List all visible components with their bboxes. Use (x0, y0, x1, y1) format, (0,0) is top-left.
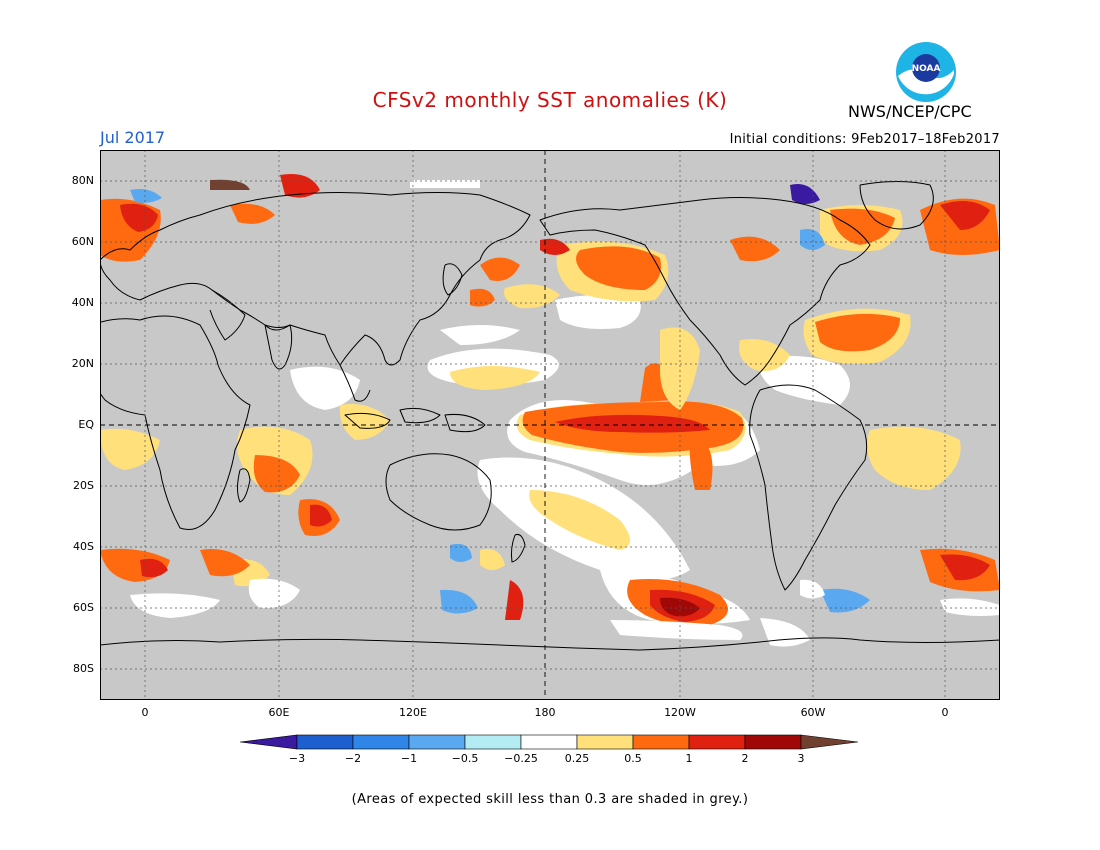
lat-label-40n: 40N (71, 296, 94, 309)
noaa-logo-text: NOAA (912, 64, 941, 74)
arctic-anomaly (100, 174, 480, 262)
colorbar-label-m3: −3 (288, 752, 306, 765)
indian-ocean-anomaly (100, 366, 390, 587)
lon-label-120w: 120W (664, 706, 696, 719)
skill-footnote: (Areas of expected skill less than 0.3 a… (351, 792, 749, 807)
colorbar-label-025: 0.25 (564, 752, 590, 765)
colorbar-label-2: 2 (741, 752, 749, 765)
lat-label-eq: EQ (78, 418, 94, 431)
lon-label-60w: 60W (800, 706, 826, 719)
north-atlantic-anomaly (730, 184, 1000, 405)
noaa-logo: NOAA (896, 42, 956, 102)
colorbar-label-m1: −1 (400, 752, 418, 765)
lon-label-120e: 120E (399, 706, 427, 719)
colorbar-label-m2: −2 (344, 752, 362, 765)
colorbar-segment (464, 734, 522, 750)
colorbar-segment (408, 734, 466, 750)
lat-label-20n: 20N (71, 357, 94, 370)
colorbar-segment (576, 734, 634, 750)
colorbar-segments (240, 734, 859, 750)
atlantic-anomaly (100, 426, 1000, 616)
lon-label-60e: 60E (268, 706, 290, 719)
sst-anomaly-map (100, 150, 1000, 700)
colorbar-segment (800, 734, 859, 750)
lat-label-20s: 20S (73, 479, 94, 492)
initial-conditions: Initial conditions: 9Feb2017–18Feb2017 (729, 132, 1000, 147)
colorbar-segment (744, 734, 802, 750)
forecast-month: Jul 2017 (100, 128, 166, 147)
map-title: CFSv2 monthly SST anomalies (K) (372, 88, 728, 112)
lat-label-60n: 60N (71, 235, 94, 248)
agency-label: NWS/NCEP/CPC (848, 102, 972, 121)
colorbar-segment (688, 734, 746, 750)
colorbar-label-1: 1 (685, 752, 693, 765)
south-pacific-anomaly (450, 457, 750, 626)
colorbar-label-m025: −0.25 (504, 752, 538, 765)
lon-label-0-east: 0 (941, 706, 949, 719)
equator-dateline (100, 150, 1000, 700)
southern-ocean-anomaly (130, 578, 810, 647)
colorbar-label-3: 3 (797, 752, 805, 765)
colorbar-segment (352, 734, 410, 750)
continent-outlines (100, 181, 1000, 651)
colorbar-segment (240, 734, 298, 750)
lon-label-0: 0 (141, 706, 149, 719)
lat-label-60s: 60S (73, 601, 94, 614)
lat-label-40s: 40S (73, 540, 94, 553)
north-pacific-anomaly (427, 238, 700, 410)
lon-label-180: 180 (534, 706, 556, 719)
colorbar-label-05: 0.5 (624, 752, 642, 765)
enso-warm-anomaly (507, 363, 760, 490)
colorbar-segment (632, 734, 690, 750)
lat-label-80n: 80N (71, 174, 94, 187)
lat-label-80s: 80S (73, 662, 94, 675)
colorbar-segment (520, 734, 578, 750)
colorbar (240, 734, 859, 750)
colorbar-label-m05: −0.5 (451, 752, 479, 765)
colorbar-segment (296, 734, 354, 750)
